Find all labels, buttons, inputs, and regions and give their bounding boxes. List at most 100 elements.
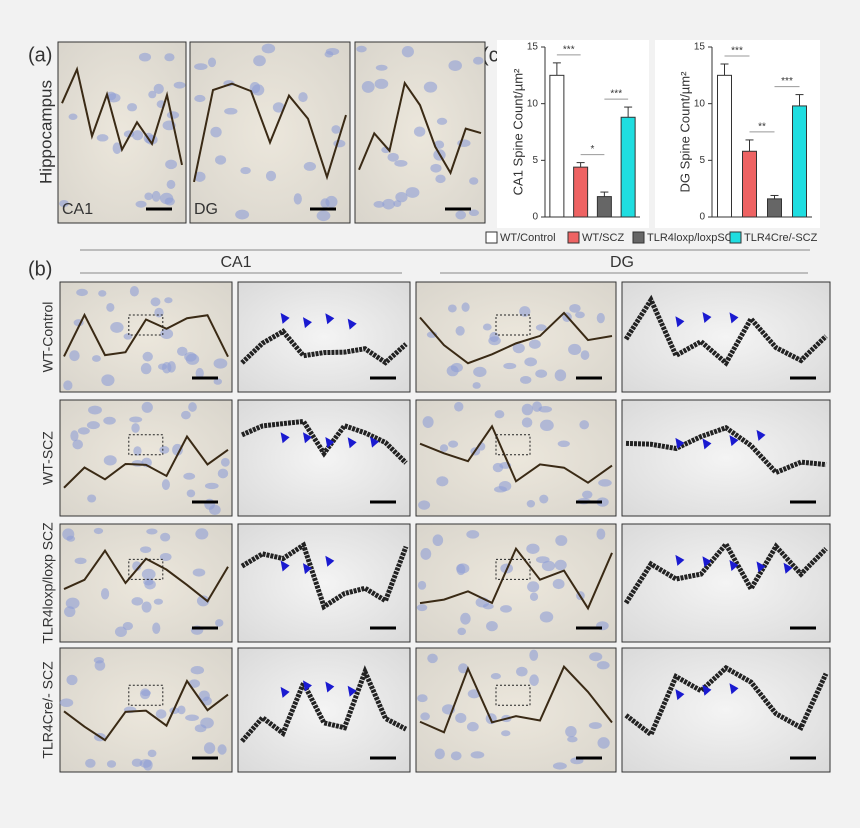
bar [717,74,732,218]
panel-label: (a) [28,44,52,66]
nucleus [387,152,399,162]
dendrite [624,664,829,739]
legend-label: TLR4Cre/-SCZ [744,232,818,244]
arrowhead [280,686,290,698]
nucleus [154,307,164,318]
nucleus [59,698,74,708]
nucleus [204,482,219,490]
inset-box [495,684,531,706]
nucleus [220,457,230,467]
image-frame [415,523,617,643]
nucleus [293,193,302,205]
nucleus [98,290,107,297]
nucleus [131,758,143,767]
arrowhead [280,432,290,444]
nucleus [139,759,152,768]
nucleus [520,375,532,384]
dendrite [240,418,408,465]
nucleus [457,627,467,636]
nucleus [596,661,610,670]
nucleus [535,324,547,331]
nucleus [324,51,334,58]
nucleus [166,179,176,189]
nucleus [473,56,484,65]
nucleus [298,92,308,103]
nucleus [265,170,277,182]
micrograph [237,647,411,773]
nucleus [159,192,174,205]
nucleus [535,369,548,378]
y-tick-label: 0 [532,212,538,223]
nucleus [141,601,152,613]
arrowhead [302,680,312,692]
nucleus [303,161,317,171]
nucleus [217,468,229,479]
nucleus [153,598,163,605]
dendrite [63,548,229,603]
nucleus [141,568,156,580]
image-frame [237,281,411,393]
image-frame [237,647,411,773]
bar [596,196,612,218]
nucleus [423,81,438,93]
nucleus [395,191,408,203]
micrograph [237,399,411,517]
nucleus [177,705,186,715]
micrograph [415,281,617,393]
nucleus [112,142,122,154]
nucleus [185,353,200,365]
dendrite [623,294,828,367]
nucleus [140,546,152,553]
y-tick-label: 15 [527,42,539,53]
nucleus [63,380,73,391]
nucleus [188,402,197,412]
nucleus [554,559,567,571]
nucleus [524,357,538,367]
nucleus [375,64,388,71]
nucleus [382,198,395,210]
nucleus [418,500,431,510]
nucleus [110,322,124,333]
nucleus [190,665,205,675]
nucleus [133,446,142,456]
nucleus [417,580,427,590]
nucleus [393,200,402,208]
arrowhead [675,316,685,328]
micrograph [415,399,617,517]
arrowhead [702,311,712,323]
nucleus [176,346,188,357]
nucleus [93,527,104,535]
inset-box [495,434,531,456]
nucleus [489,331,499,343]
legend-swatch [567,231,580,244]
nucleus [597,737,610,749]
y-axis-label: CA1 Spine Count/µm² [510,68,525,195]
nucleus [500,605,512,613]
nucleus [333,139,346,148]
nucleus [579,420,590,430]
nucleus [213,378,222,385]
nucleus [152,622,161,634]
nucleus [131,597,144,606]
arrowhead [325,681,335,693]
nucleus [596,312,605,324]
image-label: CA1 [62,201,93,218]
arrowhead [302,432,312,444]
nucleus [456,563,470,574]
nucleus [580,350,590,360]
nucleus [422,416,434,428]
micrograph [415,523,617,643]
nucleus [405,187,420,198]
nucleus [596,528,606,540]
micrograph [189,41,351,224]
nucleus [166,111,180,119]
nucleus [588,722,602,729]
nucleus [434,140,445,149]
bar [549,74,565,218]
inset-box [128,684,164,706]
nucleus [521,403,534,416]
nucleus [555,535,568,546]
dendrite [63,434,229,489]
y-tick-label: 10 [694,98,706,109]
nucleus [526,543,540,554]
